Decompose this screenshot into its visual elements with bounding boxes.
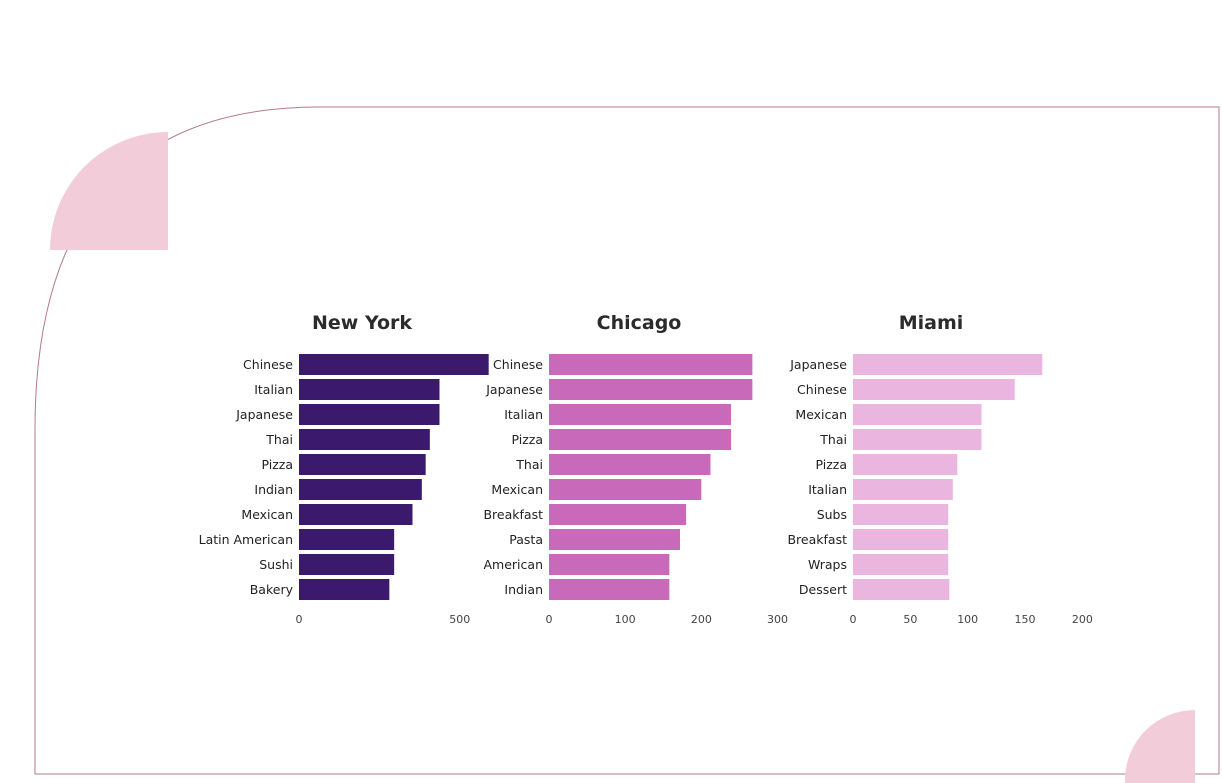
bar-miami xyxy=(853,504,949,525)
category-label-new-york: Italian xyxy=(254,382,293,397)
x-tick-label-chicago: 300 xyxy=(767,613,788,626)
category-label-new-york: Indian xyxy=(254,482,293,497)
bar-chicago xyxy=(549,429,732,450)
bar-chicago xyxy=(549,454,711,475)
bar-miami xyxy=(853,404,982,425)
category-label-miami: Subs xyxy=(817,507,847,522)
category-label-new-york: Chinese xyxy=(243,357,293,372)
x-tick-label-new-york: 500 xyxy=(449,613,470,626)
x-tick-label-miami: 200 xyxy=(1072,613,1093,626)
bar-new-york xyxy=(299,579,390,600)
x-tick-label-miami: 150 xyxy=(1015,613,1036,626)
category-label-miami: Wraps xyxy=(808,557,847,572)
category-label-miami: Dessert xyxy=(799,582,847,597)
chart-title-chicago: Chicago xyxy=(596,312,682,334)
category-label-miami: Thai xyxy=(819,432,847,447)
x-tick-label-chicago: 100 xyxy=(615,613,636,626)
bar-chicago xyxy=(549,529,681,550)
category-label-miami: Mexican xyxy=(795,407,847,422)
category-label-miami: Breakfast xyxy=(787,532,847,547)
x-tick-label-chicago: 200 xyxy=(691,613,712,626)
x-tick-label-miami: 50 xyxy=(903,613,917,626)
chart-new-york: Chinese Italian Japanese Thai Pizza Indian Mex… xyxy=(199,354,489,626)
category-label-chicago: Pizza xyxy=(511,432,543,447)
bar-chicago xyxy=(549,379,753,400)
bar-new-york xyxy=(299,379,440,400)
bar-new-york xyxy=(299,529,395,550)
category-label-chicago: Breakfast xyxy=(483,507,543,522)
bar-chicago xyxy=(549,404,732,425)
bar-miami xyxy=(853,429,982,450)
bar-chicago xyxy=(549,554,670,575)
bar-new-york xyxy=(299,404,440,425)
category-label-miami: Italian xyxy=(808,482,847,497)
chart-title-miami: Miami xyxy=(898,312,964,334)
category-label-new-york: Latin American xyxy=(199,532,293,547)
bar-miami xyxy=(853,579,950,600)
bar-new-york xyxy=(299,354,489,375)
chart-chicago: Chinese Japanese Italian Pizza Thai Mexican Br… xyxy=(483,354,788,626)
category-label-new-york: Mexican xyxy=(241,507,293,522)
bar-miami xyxy=(853,454,958,475)
bar-miami xyxy=(853,379,1015,400)
bar-chicago xyxy=(549,479,702,500)
bar-miami xyxy=(853,354,1043,375)
chart-miami: Japanese Chinese Mexican Thai Pizza Italian Su… xyxy=(787,354,1093,626)
category-label-chicago: Japanese xyxy=(485,382,543,397)
category-label-new-york: Japanese xyxy=(235,407,293,422)
x-tick-label-miami: 0 xyxy=(850,613,857,626)
bar-chicago xyxy=(549,579,670,600)
chart-title-new-york: New York xyxy=(311,312,413,334)
bar-miami xyxy=(853,479,953,500)
category-label-chicago: Mexican xyxy=(491,482,543,497)
category-label-new-york: Sushi xyxy=(259,557,293,572)
bar-new-york xyxy=(299,554,395,575)
bar-chicago xyxy=(549,354,753,375)
bar-miami xyxy=(853,529,949,550)
bar-chicago xyxy=(549,504,687,525)
category-label-chicago: Pasta xyxy=(509,532,543,547)
category-label-chicago: Chinese xyxy=(493,357,543,372)
category-label-new-york: Pizza xyxy=(261,457,293,472)
category-label-miami: Japanese xyxy=(789,357,847,372)
category-label-new-york: Thai xyxy=(265,432,293,447)
bar-new-york xyxy=(299,479,422,500)
category-label-chicago: Italian xyxy=(504,407,543,422)
x-tick-label-chicago: 0 xyxy=(546,613,553,626)
x-tick-label-new-york: 0 xyxy=(296,613,303,626)
bar-miami xyxy=(853,554,949,575)
category-label-chicago: American xyxy=(484,557,544,572)
category-label-new-york: Bakery xyxy=(250,582,294,597)
category-label-miami: Pizza xyxy=(815,457,847,472)
bar-new-york xyxy=(299,504,413,525)
category-label-chicago: Thai xyxy=(515,457,543,472)
x-tick-label-miami: 100 xyxy=(957,613,978,626)
bar-new-york xyxy=(299,429,430,450)
category-label-miami: Chinese xyxy=(797,382,847,397)
bar-new-york xyxy=(299,454,426,475)
category-label-chicago: Indian xyxy=(504,582,543,597)
